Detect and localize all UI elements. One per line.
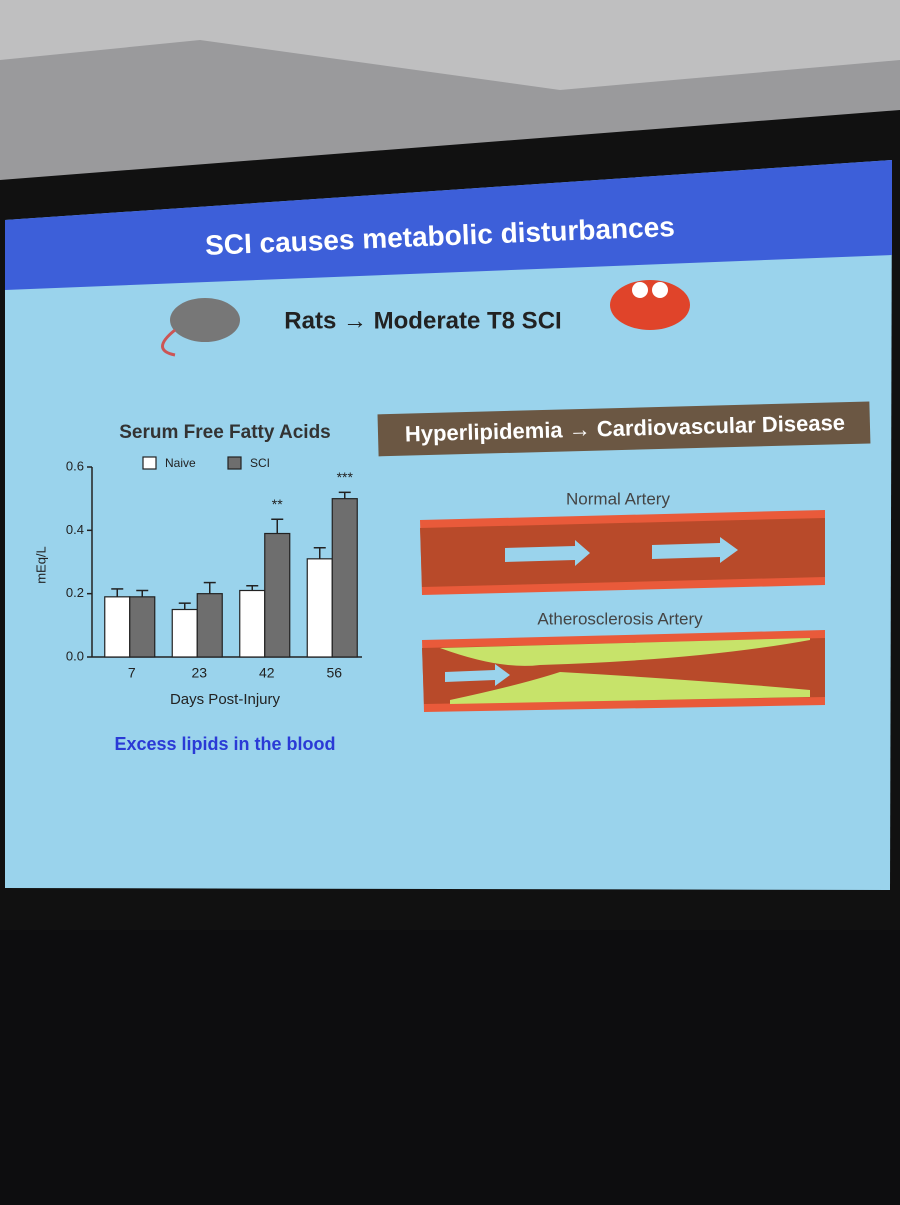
normal-artery-label: Normal Artery (566, 489, 670, 508)
normal-artery (420, 510, 825, 595)
significance-label: ** (272, 496, 283, 512)
y-tick-label: 0.2 (66, 585, 84, 600)
x-tick-label: 7 (128, 665, 136, 681)
bar (171, 608, 198, 658)
x-tick-label: 23 (191, 665, 207, 681)
bar (264, 532, 291, 658)
bar (306, 558, 333, 658)
x-tick-label: 56 (326, 665, 342, 681)
bar (331, 498, 358, 658)
slide-header (5, 160, 892, 290)
legend-label: Naive (165, 456, 196, 470)
rat-icon (161, 298, 240, 357)
athero-artery (422, 630, 825, 712)
y-tick-label: 0.6 (66, 458, 84, 473)
bar (129, 596, 156, 658)
x-tick-label: 42 (259, 665, 275, 681)
y-tick-label: 0.0 (66, 648, 84, 663)
ceiling-light (0, 0, 900, 90)
bar (239, 589, 266, 658)
bar (196, 593, 223, 658)
y-tick-label: 0.4 (66, 522, 84, 537)
injured-icon (610, 280, 690, 330)
athero-artery-label: Atherosclerosis Artery (537, 609, 703, 628)
legend-label: SCI (250, 456, 270, 470)
subtitle: Rats → Moderate T8 SCI (284, 307, 561, 334)
chart-title: Serum Free Fatty Acids (119, 422, 331, 443)
banner-box (377, 401, 871, 457)
x-axis-label: Days Post-Injury (170, 691, 281, 708)
y-axis-label: mEq/L (33, 546, 48, 584)
significance-label: *** (337, 469, 354, 485)
caption: Excess lipids in the blood (114, 734, 335, 754)
legend-swatch (227, 456, 242, 470)
legend-swatch (142, 456, 157, 470)
bar (104, 596, 131, 658)
